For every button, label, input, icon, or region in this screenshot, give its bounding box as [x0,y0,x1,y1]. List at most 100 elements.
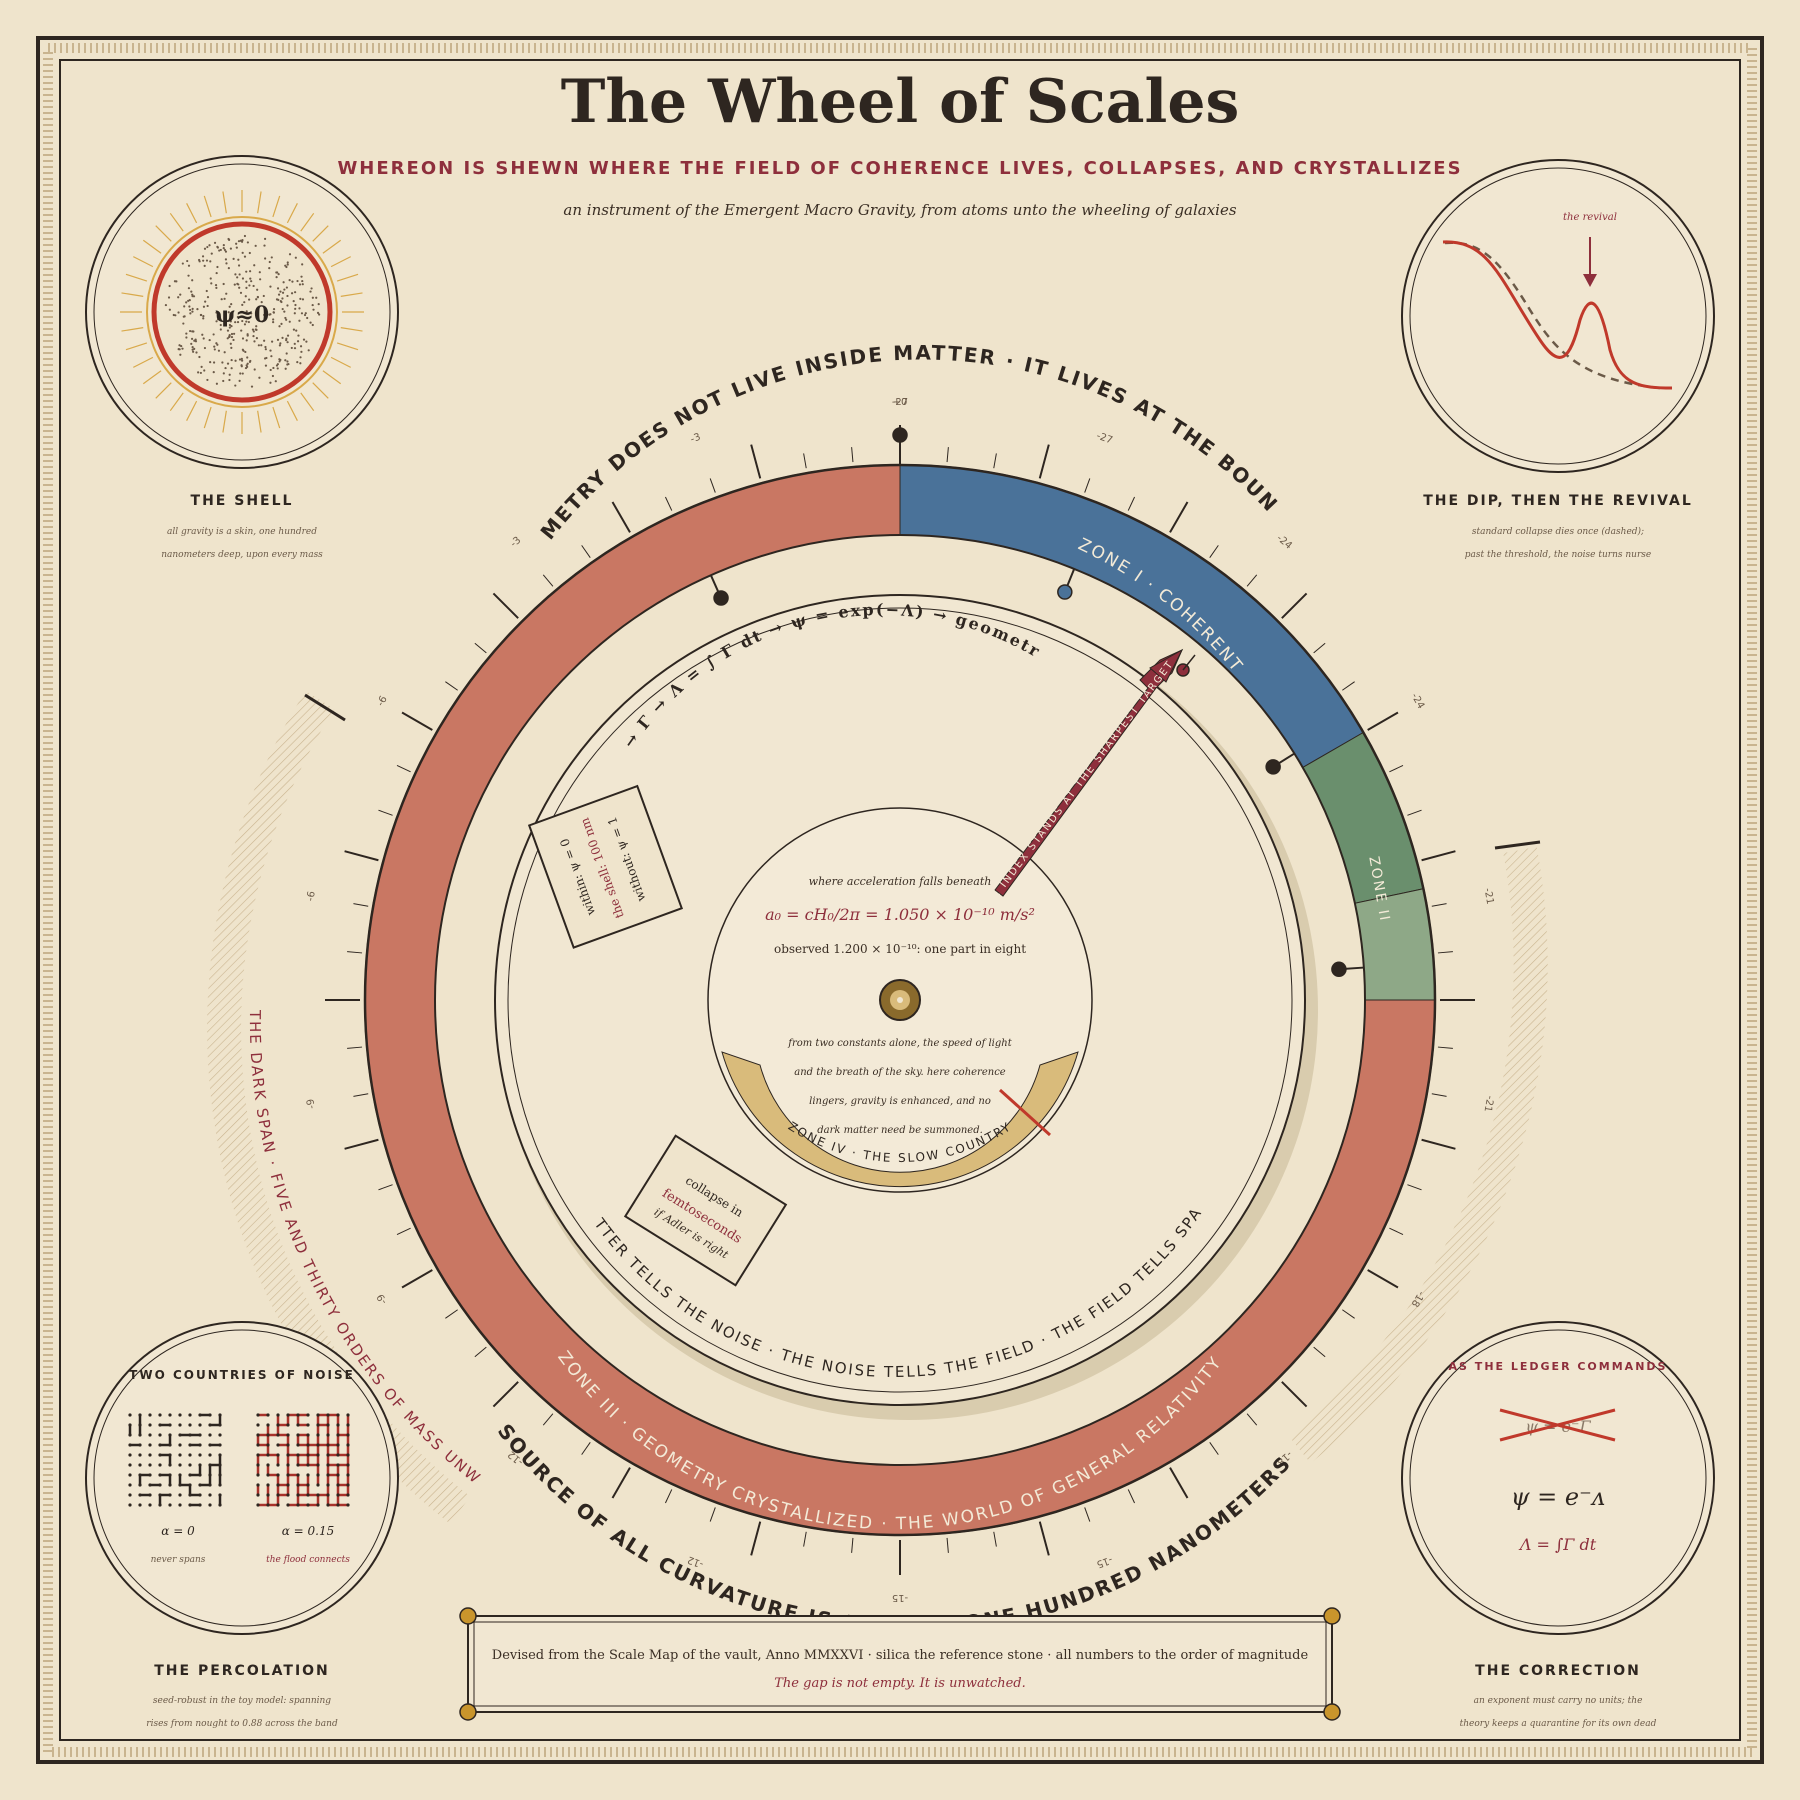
noise-dot [288,320,291,323]
center-observed: observed 1.200 × 10⁻¹⁰: one part in eigh… [774,942,1026,956]
scale-tick [1437,951,1453,954]
noise-dot [268,260,271,264]
lattice-node [326,1443,330,1447]
lattice-node [276,1433,280,1437]
scale-tick [750,1521,762,1556]
noise-dot [279,290,282,293]
noise-dot [286,341,289,344]
scale-tick [709,478,716,493]
scale-tick [1421,1138,1456,1150]
noise-dot [317,302,320,306]
scale-tick [946,1537,949,1553]
noise-dot [263,339,266,342]
lattice-node [168,1473,172,1477]
center-desc-3: lingers, gravity is enhanced, and no [809,1096,991,1107]
noise-dot [191,279,194,282]
lattice-node [148,1463,152,1467]
noise-dot [268,267,271,270]
lattice-node [346,1473,350,1477]
lattice-node [168,1443,172,1447]
noise-dot [263,237,267,240]
noise-dot [238,358,242,361]
noise-dot [286,263,289,266]
noise-dot [230,367,233,370]
lattice-node [168,1453,172,1457]
noise-dot [232,257,235,260]
noise-dot [240,357,243,360]
shell-symbol: ψ≈0 [215,302,269,328]
lattice-node [148,1473,152,1477]
noise-dot [278,344,281,347]
noise-dot [249,270,252,273]
scale-tick [344,850,379,862]
noise-dot [304,312,307,315]
shell-ray [322,239,342,254]
noise-dot [246,334,249,337]
lattice-node [158,1443,162,1447]
noise-dot [188,305,191,308]
ring-pin [1331,961,1347,978]
alpha-zero-note: never spans [151,1555,206,1565]
noise-dot [274,380,277,383]
lattice-node [266,1473,270,1477]
noise-dot [216,343,219,346]
noise-dot [301,279,304,283]
noise-dot [239,239,242,242]
correction-caption-1: an exponent must carry no units; the [1474,1696,1643,1706]
noise-dot [216,265,219,269]
noise-dot [284,359,287,362]
collapse-card: collapse in femtoseconds if Adler is rig… [623,1134,788,1287]
noise-dot [203,247,207,250]
correction-title: THE CORRECTION [1475,1663,1641,1679]
page-tagline: an instrument of the Emergent Macro Grav… [563,201,1236,219]
ring-pin [1057,584,1073,600]
noise-dot [190,290,193,293]
noise-dot [190,342,193,345]
noise-dot [183,305,186,308]
shell-ray [186,203,198,224]
noise-dot [245,280,248,283]
noise-dot [246,241,249,244]
noise-dot [191,295,194,298]
lattice-node [208,1473,212,1477]
noise-dot [224,250,228,253]
lattice-node [306,1413,310,1417]
noise-dot [234,384,237,387]
lattice-node [148,1493,152,1497]
center-panel: where acceleration falls beneath a₀ = cH… [765,875,1035,1136]
noise-dot [259,278,262,281]
noise-dot [215,311,218,314]
lattice-node [218,1413,222,1417]
shell-ray [322,370,342,385]
lattice-node [256,1443,260,1447]
noise-dot [245,270,248,273]
tick-label: -21 [1482,887,1496,905]
tick-label: -9 [375,1292,390,1306]
lattice-node [188,1453,192,1457]
lattice-node [286,1463,290,1467]
revival-title: THE DIP, THEN THE REVIVAL [1423,493,1693,509]
lattice-node [266,1433,270,1437]
scale-tick [353,903,369,907]
noise-dot [217,349,221,352]
noise-dot [234,273,237,276]
lattice-node [178,1463,182,1467]
scale-tick [1437,1046,1453,1049]
noise-dot [238,379,241,383]
lattice-node [286,1483,290,1487]
noise-dot [232,338,235,342]
noise-dot [254,244,257,247]
shell-ray [257,191,262,214]
noise-dot [179,353,182,356]
noise-dot [252,335,255,338]
shell-ray [300,212,315,232]
lattice-node [286,1453,290,1457]
lattice-node [198,1423,202,1427]
lattice-node [138,1503,142,1507]
noise-dot [311,323,314,327]
noise-dot [201,255,205,258]
scale-tick [492,1381,519,1408]
lattice-node [336,1483,340,1487]
lattice-node [208,1493,212,1497]
